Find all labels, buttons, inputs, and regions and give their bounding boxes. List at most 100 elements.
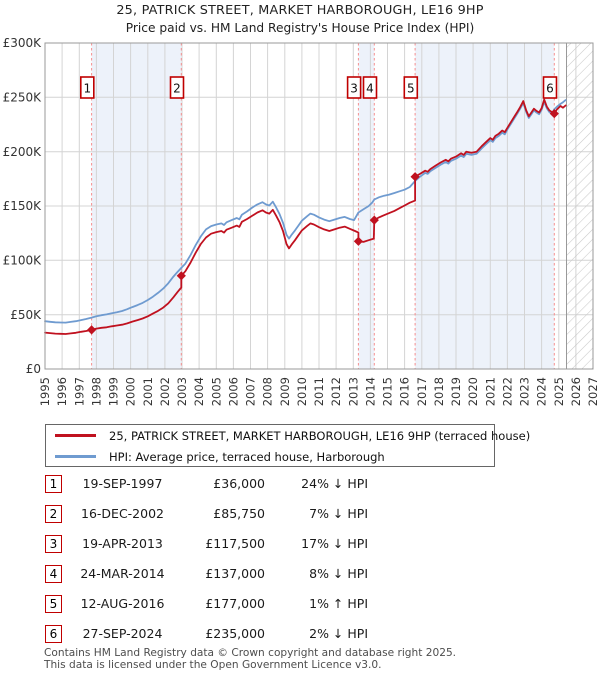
sale-hpi-delta: 8% ↓ HPI <box>309 566 368 581</box>
sale-price: £235,000 <box>205 626 265 641</box>
sale-marker-number: 1 <box>83 82 91 96</box>
x-axis-label: 2016 <box>398 377 412 406</box>
x-axis-label: 2026 <box>569 377 583 406</box>
x-axis-label: 2005 <box>209 377 223 406</box>
sale-date: 27-SEP-2024 <box>82 626 163 641</box>
x-axis-label: 2019 <box>449 377 463 406</box>
y-axis-label: £150K <box>3 199 43 213</box>
sale-marker-number: 4 <box>366 82 374 96</box>
price-history-chart: 1 2 3 4 5 6 £0 £50K £100K £150K £200K £250K £300K 199… <box>3 36 600 406</box>
hpi-line-swatch <box>55 455 96 458</box>
x-axis-label: 2027 <box>586 377 600 406</box>
x-axis-label: 2023 <box>518 377 532 406</box>
sale-price: £177,000 <box>205 596 265 611</box>
sale-row-3: 3 19-APR-2013 £117,500 17% ↓ HPI <box>0 535 600 555</box>
sale-hpi-delta: 1% ↑ HPI <box>309 596 368 611</box>
sale-diamond <box>369 215 379 225</box>
sale-number-badge: 4 <box>45 565 62 583</box>
legend-item-price: 25, PATRICK STREET, MARKET HARBOROUGH, L… <box>46 425 530 446</box>
y-axis-label: £300K <box>3 36 43 50</box>
x-axis-label: 2002 <box>158 377 172 406</box>
x-axis-label: 2008 <box>261 377 275 406</box>
x-axis-label: 2007 <box>244 377 258 406</box>
price-line <box>44 98 567 335</box>
sale-hpi-delta: 24% ↓ HPI <box>301 476 368 491</box>
sale-diamond <box>353 236 363 246</box>
sale-price: £137,000 <box>205 566 265 581</box>
x-axis-label: 1999 <box>107 377 121 406</box>
sale-marker-number: 5 <box>407 82 415 96</box>
y-axis-label: £0 <box>26 362 41 376</box>
sale-number-badge: 1 <box>45 475 62 493</box>
x-axis-label: 2018 <box>432 377 446 406</box>
sale-date: 19-APR-2013 <box>82 536 163 551</box>
x-axis-label: 2009 <box>278 377 292 406</box>
x-axis-label: 2012 <box>329 377 343 406</box>
x-axis-label: 2022 <box>500 377 514 406</box>
sale-row-4: 4 24-MAR-2014 £137,000 8% ↓ HPI <box>0 565 600 585</box>
sale-marker-number: 6 <box>546 82 554 96</box>
sale-row-1: 1 19-SEP-1997 £36,000 24% ↓ HPI <box>0 475 600 495</box>
y-axis-label: £250K <box>3 91 43 105</box>
sale-diamond <box>176 271 186 281</box>
sale-diamond <box>410 172 420 182</box>
sale-hpi-delta: 17% ↓ HPI <box>301 536 368 551</box>
sale-marker-badge <box>542 76 558 99</box>
sale-price: £85,750 <box>213 506 265 521</box>
x-axis-label: 2000 <box>124 377 138 406</box>
sale-date: 24-MAR-2014 <box>80 566 165 581</box>
x-axis-label: 2020 <box>466 377 480 406</box>
x-axis-label: 2021 <box>483 377 497 406</box>
sale-price: £36,000 <box>213 476 265 491</box>
legend-item-hpi: HPI: Average price, terraced house, Harb… <box>46 446 494 467</box>
x-axis-label: 2001 <box>141 377 155 406</box>
x-axis-label: 2006 <box>226 377 240 406</box>
y-axis-label: £200K <box>3 145 43 159</box>
legend-label-hpi: HPI: Average price, terraced house, Harb… <box>109 449 385 464</box>
future-hatch-region <box>566 43 593 369</box>
sale-hpi-delta: 2% ↓ HPI <box>309 626 368 641</box>
sale-marker-number: 2 <box>173 82 181 96</box>
plot-border <box>44 42 594 370</box>
sale-number-badge: 5 <box>45 595 62 613</box>
legend-label-price: 25, PATRICK STREET, MARKET HARBOROUGH, L… <box>109 428 531 443</box>
license-line-1: Contains HM Land Registry data © Crown c… <box>44 647 457 659</box>
sale-number-badge: 2 <box>45 505 62 523</box>
license-note: Contains HM Land Registry data © Crown c… <box>44 647 457 671</box>
x-axis-label: 2004 <box>192 377 206 406</box>
x-axis-label: 2003 <box>175 377 189 406</box>
sale-marker-badge <box>80 76 95 99</box>
sale-row-5: 5 12-AUG-2016 £177,000 1% ↑ HPI <box>0 595 600 615</box>
x-axis-label: 1997 <box>72 377 86 406</box>
chart-legend: 25, PATRICK STREET, MARKET HARBOROUGH, L… <box>45 424 530 467</box>
x-axis-label: 2024 <box>535 377 549 406</box>
page-subtitle: Price paid vs. HM Land Registry's House … <box>125 20 475 35</box>
sale-hpi-delta: 7% ↓ HPI <box>309 506 368 521</box>
sale-diamond <box>549 109 559 119</box>
sale-row-2: 2 16-DEC-2002 £85,750 7% ↓ HPI <box>0 505 600 525</box>
x-axis-label: 2010 <box>295 377 309 406</box>
x-axis-label: 2025 <box>552 377 566 406</box>
sale-marker-number: 3 <box>350 82 358 96</box>
sale-date: 19-SEP-1997 <box>82 476 163 491</box>
x-axis-label: 2017 <box>415 377 429 406</box>
x-axis-label: 1996 <box>55 377 69 406</box>
license-line-2: This data is licensed under the Open Gov… <box>44 658 382 671</box>
sale-marker-badge <box>403 76 419 99</box>
sale-number-badge: 3 <box>45 535 62 553</box>
y-axis-label: £100K <box>3 254 43 268</box>
sale-diamond <box>87 325 97 335</box>
sale-number-badge: 6 <box>45 625 62 643</box>
x-axis-label: 2015 <box>381 377 395 406</box>
page-title: 25, PATRICK STREET, MARKET HARBOROUGH, L… <box>116 3 484 18</box>
x-axis-label: 2011 <box>312 377 326 406</box>
x-axis-label: 1995 <box>38 377 52 406</box>
sale-row-6: 6 27-SEP-2024 £235,000 2% ↓ HPI <box>0 625 600 645</box>
x-axis-label: 2013 <box>346 377 360 406</box>
y-axis-label: £50K <box>10 308 42 322</box>
sale-marker-badge <box>362 76 378 99</box>
x-axis-label: 2014 <box>363 377 377 406</box>
sale-marker-badge <box>346 76 362 99</box>
sale-date: 12-AUG-2016 <box>80 596 165 611</box>
x-axis-label: 1998 <box>89 377 103 406</box>
